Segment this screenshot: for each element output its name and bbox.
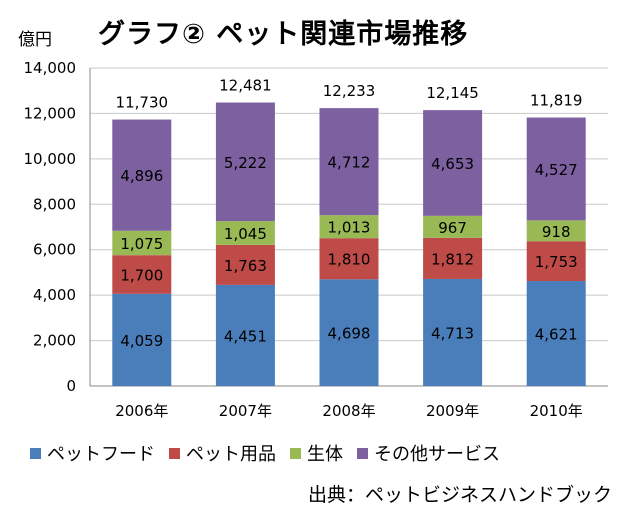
bar-segment [215, 244, 275, 285]
legend-item: ペットフード [30, 440, 155, 466]
data-label: 1,075 [120, 235, 163, 253]
bar-segment [112, 293, 172, 386]
x-tick-label: 2010年 [530, 402, 583, 420]
legend-swatch [290, 447, 301, 459]
legend-item: その他サービス [357, 440, 500, 466]
total-label: 11,819 [530, 92, 583, 110]
total-label: 11,730 [116, 94, 169, 112]
y-tick-label: 6,000 [33, 241, 76, 259]
bar-segment [215, 102, 275, 222]
data-label: 4,896 [120, 167, 163, 185]
chart-title: グラフ② ペット関連市場推移 [98, 19, 469, 50]
data-label: 918 [542, 223, 571, 241]
data-label: 967 [438, 219, 467, 237]
data-label: 4,713 [431, 324, 474, 342]
x-tick-label: 2009年 [426, 402, 479, 420]
legend-label: 生体 [307, 444, 343, 465]
data-label: 1,700 [120, 266, 163, 284]
bar-segment [423, 215, 483, 238]
bar-segment [112, 119, 172, 231]
data-label: 4,059 [120, 332, 163, 350]
x-tick-label: 2007年 [219, 402, 272, 420]
y-tick-label: 14,000 [24, 59, 77, 77]
legend-label: その他サービス [374, 444, 500, 465]
y-tick-label: 2,000 [33, 332, 76, 350]
data-label: 4,653 [431, 155, 474, 173]
y-tick-label: 0 [66, 377, 76, 395]
bar-segment [423, 110, 483, 216]
legend-item: 生体 [290, 440, 343, 466]
legend-swatch [357, 447, 368, 459]
data-label: 4,527 [535, 161, 578, 179]
bar-segment [423, 278, 483, 386]
bar-segment [423, 237, 483, 279]
y-tick-label: 4,000 [33, 286, 76, 304]
legend-item: ペット用品 [169, 440, 276, 466]
total-label: 12,481 [219, 77, 272, 95]
bar-segment [215, 284, 275, 386]
plot-area: 0 2,000 4,000 6,000 8,000 10,000 12,000 14,000 4… [24, 59, 608, 420]
total-label: 12,145 [426, 84, 479, 102]
y-tick-label: 12,000 [24, 104, 77, 122]
bar-segment [526, 220, 586, 242]
unit-label: 億円 [18, 30, 52, 50]
data-label: 4,451 [224, 327, 267, 345]
bar-segment [319, 215, 379, 239]
data-label: 5,222 [224, 154, 267, 172]
y-tick-label: 8,000 [33, 195, 76, 213]
data-label: 4,621 [535, 326, 578, 344]
bar-segment [112, 255, 172, 294]
legend-swatch [169, 447, 180, 459]
data-label: 4,712 [328, 154, 371, 172]
legend-swatch [30, 447, 41, 459]
y-tick-label: 10,000 [24, 150, 77, 168]
data-label: 1,763 [224, 257, 267, 275]
bar-segment [319, 108, 379, 216]
data-label: 1,013 [328, 219, 371, 237]
x-tick-label: 2006年 [115, 402, 168, 420]
bar-segment [112, 230, 172, 256]
bar-segment [526, 241, 586, 282]
source-note: 出典：ペットビジネスハンドブック [307, 484, 612, 506]
legend-label: ペットフード [47, 444, 155, 465]
bar-segment [526, 117, 586, 221]
data-label: 1,812 [431, 250, 474, 268]
bar-segment [526, 281, 586, 386]
legend: ペットフード ペット用品 生体 その他サービス [30, 440, 514, 466]
data-label: 4,698 [328, 325, 371, 343]
data-label: 1,753 [535, 253, 578, 271]
bar-segment [215, 221, 275, 245]
bar-segment [319, 238, 379, 280]
bar-segment [319, 279, 379, 386]
legend-label: ペット用品 [186, 444, 276, 465]
total-label: 12,233 [323, 82, 376, 100]
data-label: 1,810 [328, 251, 371, 269]
x-tick-label: 2008年 [322, 402, 375, 420]
data-label: 1,045 [224, 225, 267, 243]
